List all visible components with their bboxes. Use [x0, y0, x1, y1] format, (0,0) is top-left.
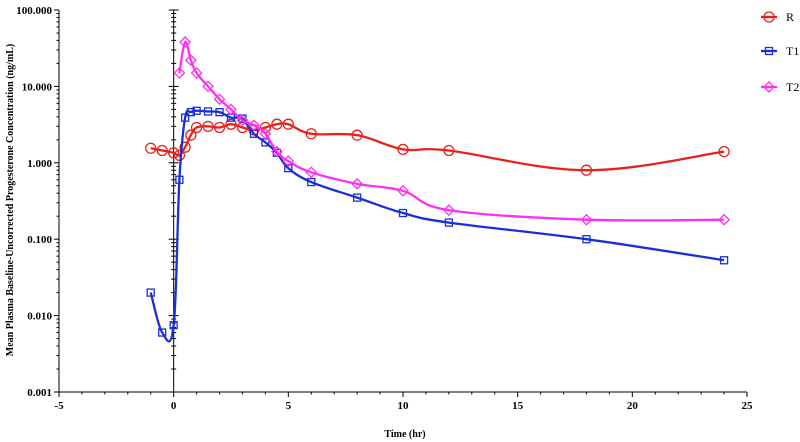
x-tick-label: 0: [171, 400, 177, 412]
y-axis-label: Mean Plasma Baseline-Uncorrected Progest…: [5, 44, 16, 356]
data-point-T2: [213, 93, 226, 106]
data-point-T1: [180, 113, 190, 122]
data-point-T2: [442, 204, 455, 217]
legend-marker-R: [763, 11, 775, 23]
data-point-R: [397, 143, 409, 155]
series-line-T1: [149, 109, 725, 343]
x-tick-label: -5: [54, 400, 64, 412]
data-point-T2: [282, 155, 295, 168]
data-point-T1: [186, 108, 196, 117]
data-point-R: [179, 141, 191, 153]
data-point-R: [173, 149, 186, 162]
data-point-R: [185, 129, 197, 141]
data-point-R: [225, 118, 237, 130]
legend: R T1 T2: [761, 10, 799, 94]
data-point-R: [271, 118, 283, 130]
y-tick-label: 10.000: [22, 81, 53, 93]
series-T1: [146, 106, 729, 343]
plot-series: [145, 36, 730, 343]
data-point-T2: [718, 213, 730, 226]
y-axis-ticks: 0.001 0.010 0.100 1.000 10.000 100.000: [16, 5, 179, 399]
data-point-T2: [305, 166, 318, 179]
data-point-T2: [184, 54, 197, 67]
series-R: [145, 118, 730, 176]
data-point-T2: [248, 119, 260, 132]
y-tick-label: 100.000: [16, 5, 52, 17]
x-tick-label: 25: [742, 400, 754, 412]
data-point-T1: [175, 175, 184, 184]
data-point-R: [443, 144, 455, 157]
data-point-R: [351, 129, 363, 141]
series-line-T2: [178, 40, 725, 222]
data-point-T1: [215, 108, 224, 117]
legend-marker-T1: [764, 46, 774, 56]
data-point-T2: [259, 127, 272, 140]
data-point-R: [580, 164, 593, 176]
x-axis-ticks: -5 0 5 10 15 20 25: [54, 392, 753, 412]
data-point-T1: [719, 256, 729, 265]
y-tick-label: 0.010: [27, 311, 52, 323]
x-axis-label: Time (hr): [384, 429, 425, 440]
data-point-R: [202, 120, 214, 132]
data-point-R: [145, 142, 157, 154]
data-point-T1: [158, 328, 167, 337]
data-point-T1: [146, 288, 155, 297]
series-line-R: [150, 122, 725, 172]
data-point-T2: [202, 80, 214, 93]
data-point-R: [718, 145, 730, 158]
data-point-T2: [173, 67, 186, 79]
data-point-T2: [225, 103, 237, 116]
legend-label-R: R: [786, 10, 794, 24]
data-point-T2: [270, 145, 283, 158]
data-point-T1: [192, 106, 201, 115]
legend-label-T2: T2: [786, 80, 799, 94]
y-tick-label: 0.100: [27, 234, 52, 246]
legend-item-R: R: [761, 10, 794, 24]
data-point-R: [213, 121, 226, 134]
data-point-T1: [444, 218, 454, 227]
data-point-T1: [398, 208, 408, 218]
data-point-T1: [284, 164, 293, 173]
x-tick-label: 10: [398, 400, 410, 412]
data-point-T2: [190, 67, 203, 79]
axes: [58, 10, 747, 393]
data-point-T1: [169, 320, 178, 330]
x-tick-label: 15: [512, 400, 524, 412]
data-point-T1: [582, 235, 591, 244]
data-point-T2: [236, 114, 249, 127]
y-tick-label: 0.001: [27, 387, 52, 399]
series-T2: [173, 36, 730, 226]
data-point-R: [190, 121, 203, 134]
x-tick-label: 5: [286, 400, 292, 412]
data-point-T2: [580, 213, 593, 226]
data-point-T2: [179, 36, 192, 49]
data-point-T2: [397, 184, 409, 197]
data-point-R: [282, 118, 294, 130]
legend-marker-T2: [763, 81, 775, 93]
legend-item-T2: T2: [761, 80, 799, 94]
legend-item-T1: T1: [761, 44, 799, 58]
data-point-T1: [352, 193, 362, 202]
data-point-R: [168, 147, 180, 159]
data-point-T1: [203, 107, 213, 116]
data-point-R: [156, 144, 168, 157]
legend-label-T1: T1: [786, 44, 799, 58]
data-point-R: [305, 128, 317, 140]
data-point-T2: [351, 177, 364, 190]
x-tick-label: 20: [627, 400, 639, 412]
y-tick-label: 1.000: [27, 158, 52, 170]
data-point-T1: [307, 177, 316, 187]
